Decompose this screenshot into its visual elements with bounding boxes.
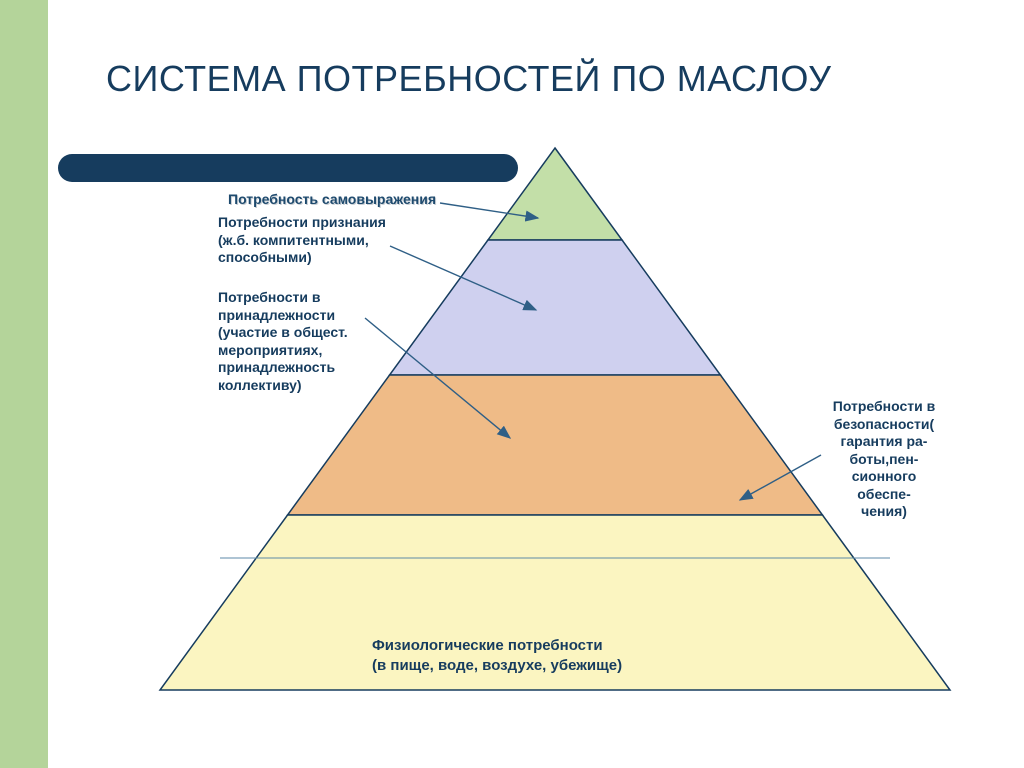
level-self-actualization [488,148,622,240]
label-physiological: Физиологические потребности(в пище, воде… [372,636,622,677]
level-esteem [390,240,721,375]
label-safety: Потребности вбезопасности(гарантия ра-бо… [824,398,944,521]
label-belonging: Потребности впринадлежности (участие в о… [218,289,348,394]
level-belonging [288,375,823,515]
label-self-expression: Потребность самовыражения [228,191,436,209]
label-recognition: Потребности признания(ж.б. компитентными… [218,214,386,267]
